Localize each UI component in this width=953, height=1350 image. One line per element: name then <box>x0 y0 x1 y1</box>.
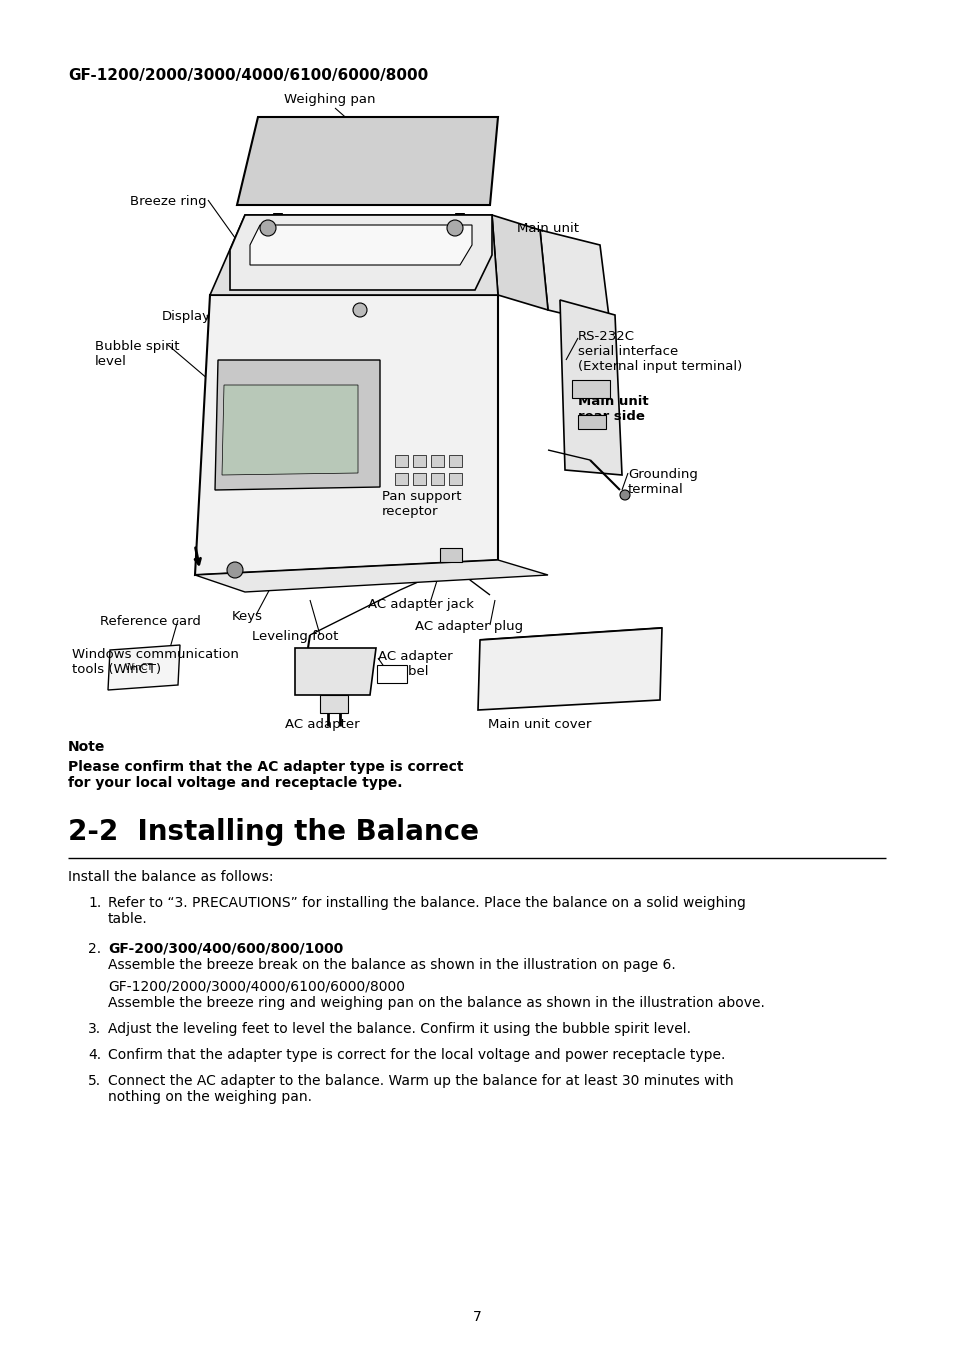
Polygon shape <box>194 296 497 575</box>
Polygon shape <box>214 360 379 490</box>
Text: RS-232C
serial interface
(External input terminal): RS-232C serial interface (External input… <box>578 329 741 373</box>
Text: rear side: rear side <box>578 410 644 423</box>
Polygon shape <box>492 215 547 310</box>
Text: Leveling foot: Leveling foot <box>252 630 338 643</box>
Text: 5.: 5. <box>88 1075 101 1088</box>
Polygon shape <box>477 628 661 710</box>
Circle shape <box>447 220 462 236</box>
Polygon shape <box>250 225 472 265</box>
Bar <box>395 472 408 485</box>
Text: Refer to “3. PRECAUTIONS” for installing the balance. Place the balance on a sol: Refer to “3. PRECAUTIONS” for installing… <box>108 896 745 926</box>
Text: GF-1200/2000/3000/4000/6100/6000/8000: GF-1200/2000/3000/4000/6100/6000/8000 <box>108 980 405 994</box>
Polygon shape <box>559 300 621 475</box>
Text: 2-2  Installing the Balance: 2-2 Installing the Balance <box>68 818 478 846</box>
Polygon shape <box>108 645 180 690</box>
Text: Adjust the leveling feet to level the balance. Confirm it using the bubble spiri: Adjust the leveling feet to level the ba… <box>108 1022 690 1035</box>
Bar <box>413 472 426 485</box>
Bar <box>413 455 426 467</box>
Polygon shape <box>194 560 547 593</box>
Bar <box>449 472 461 485</box>
Text: Display: Display <box>162 310 211 323</box>
Polygon shape <box>230 215 492 290</box>
Text: Windows communication
tools (WinCT): Windows communication tools (WinCT) <box>71 648 238 676</box>
Text: Install the balance as follows:: Install the balance as follows: <box>68 869 274 884</box>
Text: 3.: 3. <box>88 1022 101 1035</box>
Text: Pan support
receptor: Pan support receptor <box>381 490 461 518</box>
Bar <box>572 379 609 398</box>
Bar <box>439 548 461 562</box>
Text: Bubble spirit
level: Bubble spirit level <box>95 340 179 369</box>
Text: 4.: 4. <box>88 1048 101 1062</box>
Text: AC adapter jack: AC adapter jack <box>368 598 474 612</box>
Circle shape <box>353 302 367 317</box>
Bar <box>449 455 461 467</box>
Polygon shape <box>222 385 357 475</box>
Text: AC adapter
ID label: AC adapter ID label <box>377 649 452 678</box>
Text: AC adapter: AC adapter <box>285 718 359 730</box>
Text: GF-1200/2000/3000/4000/6100/6000/8000: GF-1200/2000/3000/4000/6100/6000/8000 <box>68 68 428 82</box>
Polygon shape <box>294 648 375 695</box>
Text: 1.: 1. <box>88 896 101 910</box>
Text: GF-200/300/400/600/800/1000: GF-200/300/400/600/800/1000 <box>108 942 343 956</box>
Bar <box>376 666 407 683</box>
Text: Note: Note <box>68 740 105 755</box>
Text: Reference card: Reference card <box>100 616 201 628</box>
Bar <box>431 472 443 485</box>
Text: Assemble the breeze break on the balance as shown in the illustration on page 6.: Assemble the breeze break on the balance… <box>108 958 675 972</box>
Circle shape <box>227 562 243 578</box>
Text: Main unit: Main unit <box>517 221 578 235</box>
Circle shape <box>260 220 275 236</box>
Text: Keys: Keys <box>232 610 263 622</box>
Text: Connect the AC adapter to the balance. Warm up the balance for at least 30 minut: Connect the AC adapter to the balance. W… <box>108 1075 733 1104</box>
Bar <box>578 414 605 429</box>
Text: WinCT: WinCT <box>125 663 153 672</box>
Text: Confirm that the adapter type is correct for the local voltage and power recepta: Confirm that the adapter type is correct… <box>108 1048 724 1062</box>
Polygon shape <box>210 215 497 296</box>
Text: Weighing pan: Weighing pan <box>284 93 375 107</box>
Bar <box>431 455 443 467</box>
Text: Breeze ring: Breeze ring <box>130 194 207 208</box>
Bar <box>319 695 348 713</box>
Text: 7: 7 <box>472 1310 481 1324</box>
Polygon shape <box>236 117 497 205</box>
Circle shape <box>619 490 629 500</box>
Text: Please confirm that the AC adapter type is correct
for your local voltage and re: Please confirm that the AC adapter type … <box>68 760 463 790</box>
Text: Assemble the breeze ring and weighing pan on the balance as shown in the illustr: Assemble the breeze ring and weighing pa… <box>108 996 764 1010</box>
Polygon shape <box>539 230 609 325</box>
Text: 2.: 2. <box>88 942 101 956</box>
Text: AC adapter plug: AC adapter plug <box>415 620 522 633</box>
Text: Main unit cover: Main unit cover <box>488 718 591 730</box>
Text: Grounding
terminal: Grounding terminal <box>627 468 698 495</box>
Bar <box>395 455 408 467</box>
Text: Main unit: Main unit <box>578 396 648 408</box>
